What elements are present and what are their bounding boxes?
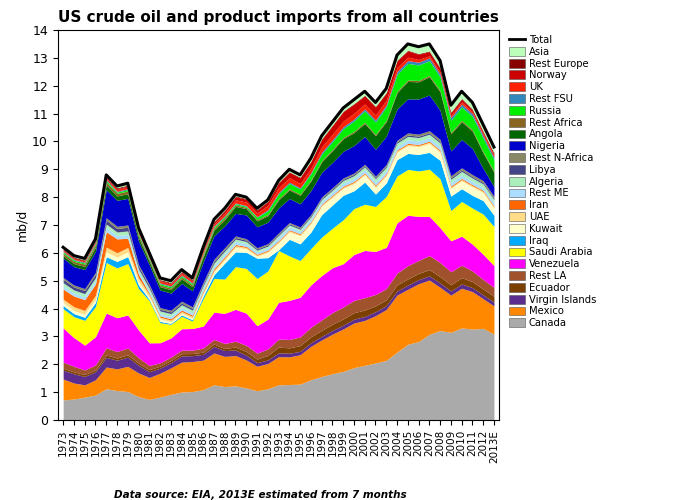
Title: US crude oil and product imports from all countries: US crude oil and product imports from al… xyxy=(58,10,499,24)
Y-axis label: mb/d: mb/d xyxy=(15,209,28,241)
Text: Data source: EIA, 2013E estimated from 7 months: Data source: EIA, 2013E estimated from 7… xyxy=(114,490,406,500)
Legend: Total, Asia, Rest Europe, Norway, UK, Rest FSU, Russia, Rest Africa, Angola, Nig: Total, Asia, Rest Europe, Norway, UK, Re… xyxy=(509,35,596,328)
